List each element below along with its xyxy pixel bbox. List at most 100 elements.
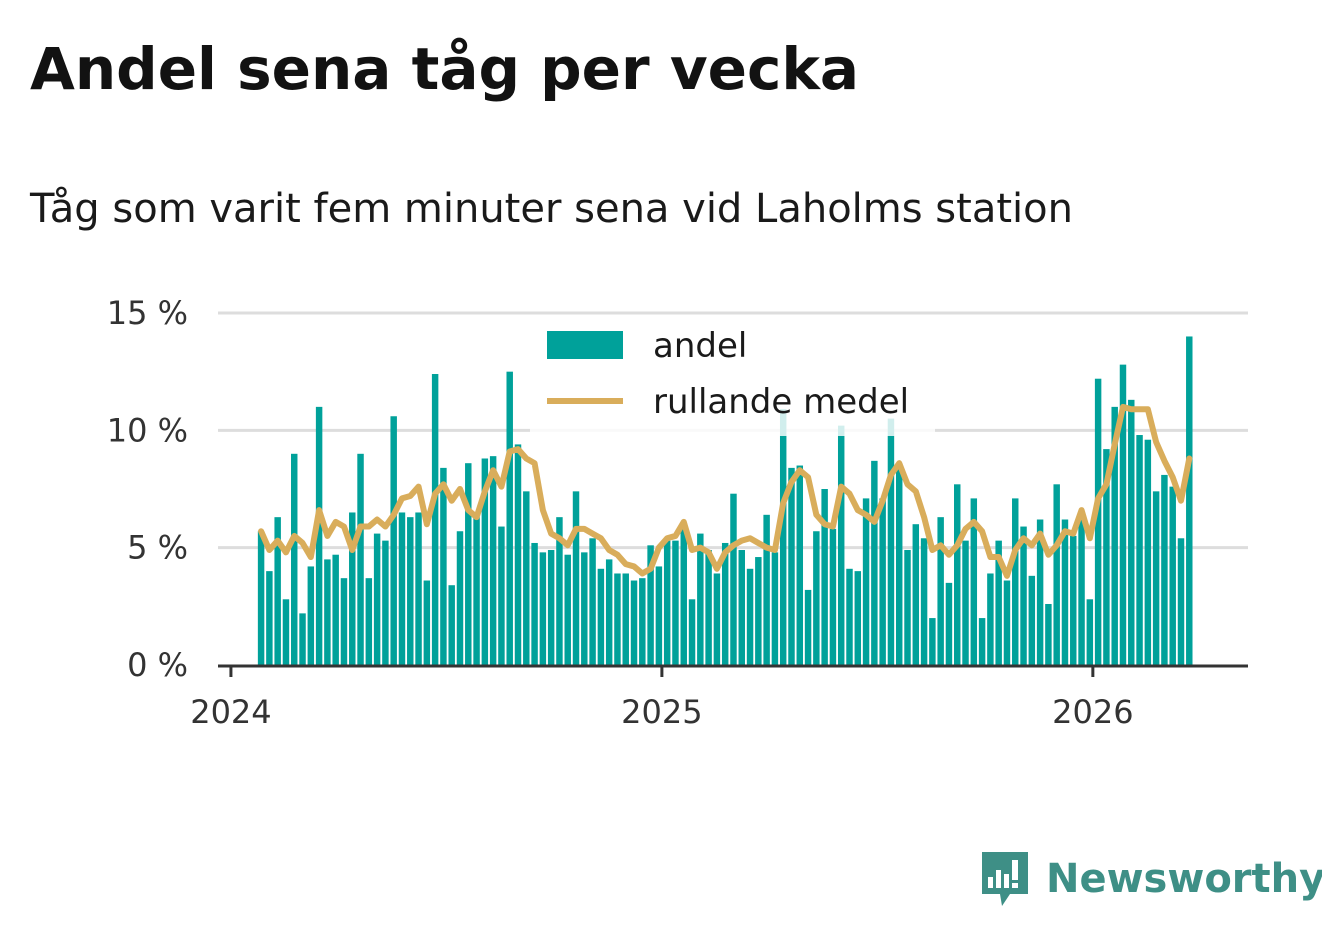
bar [738, 550, 745, 665]
bar [1028, 575, 1036, 665]
bar [572, 491, 580, 665]
bar [291, 453, 298, 665]
bar [1169, 486, 1176, 665]
bar [788, 467, 795, 665]
bar [382, 540, 389, 665]
bar [1020, 526, 1027, 665]
bar [440, 467, 447, 665]
bar [539, 552, 547, 665]
newsworthy-logo-icon [982, 852, 1028, 906]
bar [448, 585, 455, 665]
bar [506, 371, 513, 665]
bar [1161, 474, 1168, 665]
bar [1053, 484, 1060, 665]
bar [796, 465, 804, 665]
bar [945, 582, 953, 665]
bar [655, 566, 663, 665]
bar [357, 453, 364, 665]
bar [332, 554, 339, 665]
bar [713, 573, 721, 665]
bar [639, 578, 646, 665]
bar [299, 613, 306, 665]
bar [937, 517, 944, 665]
bar [895, 463, 903, 665]
bar [912, 524, 920, 665]
bar [547, 550, 555, 665]
bar [257, 531, 265, 665]
bar [721, 542, 729, 665]
chart-subtitle: Tåg som varit fem minuter sena vid Lahol… [30, 186, 1073, 232]
bar [763, 514, 770, 665]
bar [1094, 378, 1102, 665]
bar [473, 517, 480, 665]
line-series-rullande-medel [258, 403, 1193, 579]
bar [730, 493, 737, 665]
bar [779, 409, 787, 665]
y-tick-label: 15 % [107, 294, 188, 332]
bar [390, 416, 397, 665]
bar [663, 540, 671, 665]
bar [962, 540, 969, 665]
bar [465, 463, 472, 665]
bar [813, 531, 820, 665]
bar [365, 578, 373, 665]
bar [987, 573, 994, 665]
bar [705, 550, 712, 665]
bar [564, 554, 571, 665]
bar [1061, 519, 1069, 665]
bar [887, 418, 895, 665]
bar-series-andel [257, 336, 1193, 665]
bar [398, 512, 406, 665]
bar [697, 533, 704, 665]
bar [1186, 336, 1193, 665]
bar [854, 571, 862, 665]
y-tick-label: 0 % [127, 646, 188, 684]
bar [489, 456, 497, 665]
bar [324, 559, 331, 665]
bar [1152, 491, 1160, 665]
bar [1086, 599, 1094, 665]
bar [589, 538, 596, 665]
bar [970, 498, 978, 665]
bar [431, 374, 439, 665]
bar [746, 568, 754, 665]
bar [614, 573, 621, 665]
chart-title: Andel sena tåg per vecka [30, 35, 860, 103]
bar [1136, 435, 1143, 665]
bar [423, 580, 431, 665]
legend[interactable]: andel rullande medel [530, 316, 935, 436]
brand: Newsworthy [980, 850, 1322, 908]
legend-label-andel: andel [653, 326, 747, 366]
bar [1111, 406, 1118, 665]
bar [523, 491, 530, 665]
bar [556, 517, 563, 665]
bar [804, 589, 812, 665]
bar [755, 557, 762, 665]
bar [672, 540, 679, 665]
bar [1070, 535, 1077, 665]
bar [829, 528, 837, 665]
bar [680, 528, 687, 665]
bar [1119, 364, 1127, 665]
bar [415, 512, 422, 665]
bar [622, 573, 629, 665]
bar [282, 599, 290, 665]
brand-name: Newsworthy [1046, 856, 1322, 902]
bar [481, 458, 489, 665]
bar [920, 538, 928, 665]
bar [605, 559, 613, 665]
bar [862, 498, 870, 665]
bar [498, 526, 505, 665]
x-tick-label: 2025 [621, 693, 702, 731]
bar [879, 498, 886, 665]
axes: 0 % 5 % 10 % 15 % 2024 2025 2026 [107, 294, 1248, 731]
x-tick-label: 2026 [1052, 693, 1133, 731]
bar [307, 566, 315, 665]
bar [340, 578, 348, 665]
bar [373, 533, 381, 665]
bar [514, 444, 522, 665]
bar [315, 406, 323, 665]
bar [1012, 498, 1019, 665]
bar [1078, 512, 1085, 665]
